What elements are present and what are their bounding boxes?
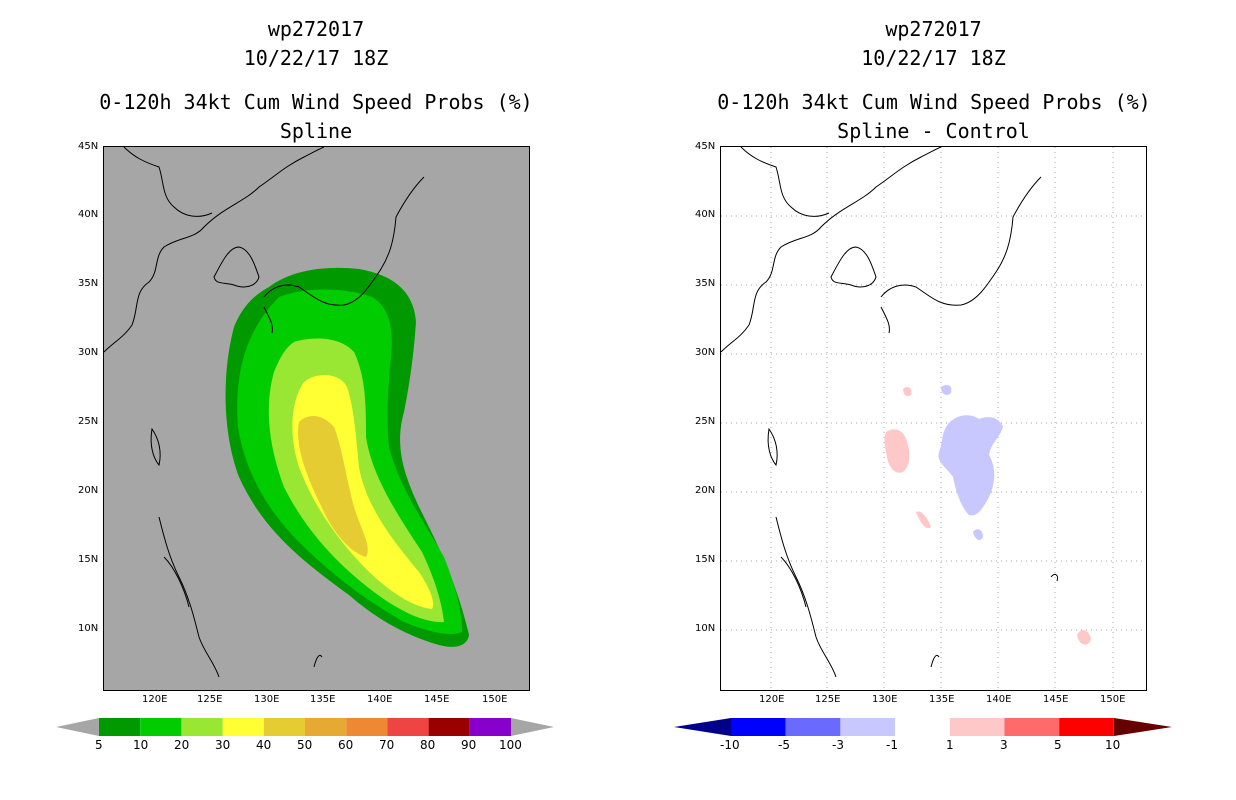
right-colorbar bbox=[674, 718, 1172, 736]
left-date: 10/22/17 18Z bbox=[243, 46, 389, 70]
left-lat-15: 15N bbox=[78, 554, 99, 565]
left-lat-10: 10N bbox=[78, 623, 99, 634]
right-lat-30: 30N bbox=[695, 347, 716, 358]
left-cbar-label-20: 20 bbox=[174, 738, 190, 752]
right-colorbar-over bbox=[1114, 718, 1172, 736]
right-subtitle: Spline - Control bbox=[837, 119, 1030, 143]
left-cbar-label-90: 90 bbox=[461, 738, 477, 752]
left-lat-35: 35N bbox=[78, 278, 99, 289]
left-lon-125: 125E bbox=[197, 694, 223, 705]
left-lon-145: 145E bbox=[424, 694, 450, 705]
left-lon-135: 135E bbox=[310, 694, 336, 705]
left-cbar-label-60: 60 bbox=[338, 738, 354, 752]
left-product-title: 0-120h 34kt Cum Wind Speed Probs (%) bbox=[99, 90, 533, 114]
right-lat-40: 40N bbox=[695, 209, 716, 220]
right-lat-25: 25N bbox=[695, 416, 716, 427]
left-cbar-label-30: 30 bbox=[215, 738, 231, 752]
left-lon-140: 140E bbox=[367, 694, 393, 705]
left-storm-id: wp272017 bbox=[267, 17, 365, 41]
left-colorbar-segment-1 bbox=[140, 718, 182, 736]
diff-negative-area-2 bbox=[973, 529, 983, 540]
diff-positive-area-2 bbox=[916, 511, 931, 529]
right-colorbar-segment-6 bbox=[1059, 718, 1114, 736]
right-cbar-label-m3: -3 bbox=[832, 738, 844, 752]
left-colorbar-segment-7 bbox=[387, 718, 429, 736]
right-lon-140: 140E bbox=[986, 694, 1012, 705]
left-cbar-label-10: 10 bbox=[133, 738, 149, 752]
left-colorbar-segment-4 bbox=[263, 718, 305, 736]
prob-contour-40 bbox=[298, 415, 368, 557]
left-colorbar bbox=[56, 718, 554, 736]
left-colorbar-segments bbox=[99, 718, 511, 736]
left-cbar-label-70: 70 bbox=[379, 738, 395, 752]
diff-negative-area-1 bbox=[938, 415, 1003, 516]
left-subtitle: Spline bbox=[279, 119, 353, 143]
right-lon-125: 125E bbox=[815, 694, 841, 705]
left-lat-45: 45N bbox=[78, 141, 99, 152]
right-cbar-label-10: 10 bbox=[1105, 738, 1121, 752]
left-lat-40: 40N bbox=[78, 209, 99, 220]
diff-negative-area-3 bbox=[941, 385, 952, 395]
diff-positive-area-3 bbox=[903, 387, 912, 397]
right-coastlines bbox=[721, 147, 1058, 678]
left-cbar-label-50: 50 bbox=[297, 738, 313, 752]
left-cbar-label-80: 80 bbox=[420, 738, 436, 752]
right-colorbar-segment-3 bbox=[895, 718, 950, 736]
right-lon-130: 130E bbox=[872, 694, 898, 705]
left-colorbar-segment-8 bbox=[428, 718, 470, 736]
right-cbar-label-1: 1 bbox=[946, 738, 954, 752]
left-colorbar-segment-5 bbox=[305, 718, 347, 736]
left-colorbar-segment-3 bbox=[222, 718, 264, 736]
right-map bbox=[720, 146, 1147, 691]
left-cbar-label-100: 100 bbox=[499, 738, 522, 752]
right-product-title: 0-120h 34kt Cum Wind Speed Probs (%) bbox=[717, 90, 1151, 114]
left-lat-20: 20N bbox=[78, 485, 99, 496]
right-cbar-label-m5: -5 bbox=[778, 738, 790, 752]
left-colorbar-under bbox=[56, 718, 99, 736]
diff-positive-area-1 bbox=[884, 429, 910, 473]
right-cbar-label-m1: -1 bbox=[886, 738, 898, 752]
right-cbar-label-5: 5 bbox=[1054, 738, 1062, 752]
right-lat-45: 45N bbox=[695, 141, 716, 152]
right-date: 10/22/17 18Z bbox=[861, 46, 1006, 70]
left-colorbar-segment-2 bbox=[181, 718, 223, 736]
right-cbar-label-3: 3 bbox=[1000, 738, 1008, 752]
right-lat-10: 10N bbox=[695, 623, 716, 634]
right-grid bbox=[721, 147, 1146, 690]
left-map bbox=[103, 146, 530, 691]
right-lon-145: 145E bbox=[1043, 694, 1069, 705]
diff-positive-area-4 bbox=[1077, 630, 1091, 645]
right-lat-35: 35N bbox=[695, 278, 716, 289]
right-storm-id: wp272017 bbox=[885, 17, 982, 41]
right-lat-20: 20N bbox=[695, 485, 716, 496]
right-colorbar-segment-5 bbox=[1004, 718, 1060, 736]
left-cbar-label-40: 40 bbox=[256, 738, 272, 752]
right-lon-120: 120E bbox=[759, 694, 785, 705]
right-cbar-label-m10: -10 bbox=[720, 738, 740, 752]
right-colorbar-segment-1 bbox=[785, 718, 841, 736]
left-lat-25: 25N bbox=[78, 416, 99, 427]
right-colorbar-segment-4 bbox=[949, 718, 1005, 736]
left-colorbar-segment-9 bbox=[469, 718, 511, 736]
right-map-canvas bbox=[721, 147, 1146, 690]
right-colorbar-segment-2 bbox=[840, 718, 896, 736]
right-colorbar-under bbox=[674, 718, 731, 736]
right-colorbar-segments bbox=[731, 718, 1114, 736]
right-lat-15: 15N bbox=[695, 554, 716, 565]
left-lon-120: 120E bbox=[142, 694, 168, 705]
left-colorbar-segment-0 bbox=[99, 718, 141, 736]
left-coastlines bbox=[104, 147, 425, 678]
left-lat-30: 30N bbox=[78, 347, 99, 358]
left-lon-130: 130E bbox=[254, 694, 280, 705]
left-lon-150: 150E bbox=[482, 694, 508, 705]
left-cbar-label-5: 5 bbox=[95, 738, 103, 752]
right-lon-135: 135E bbox=[929, 694, 955, 705]
right-colorbar-segment-0 bbox=[731, 718, 786, 736]
left-colorbar-over bbox=[511, 718, 554, 736]
left-colorbar-segment-6 bbox=[346, 718, 388, 736]
left-map-canvas bbox=[104, 147, 469, 678]
right-lon-150: 150E bbox=[1100, 694, 1126, 705]
